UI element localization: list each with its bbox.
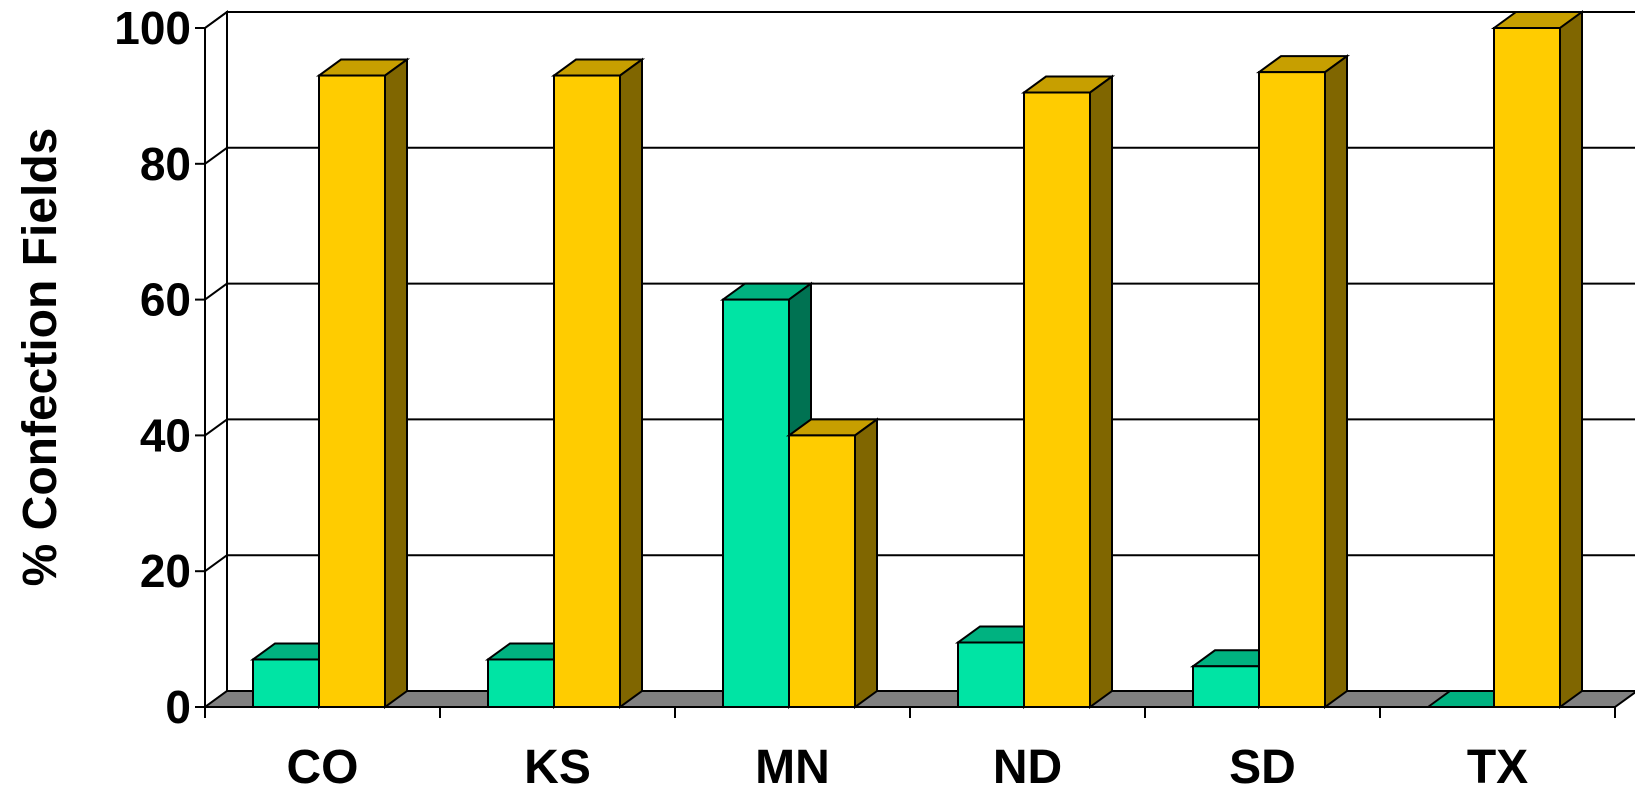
y-axis-title: % Confection Fields xyxy=(14,128,67,587)
axes xyxy=(195,27,1616,718)
x-tick-label-tx: TX xyxy=(1467,741,1528,789)
bar-mn-series-2 xyxy=(785,417,881,709)
chart-floor xyxy=(201,690,1635,708)
bar-front xyxy=(487,658,555,708)
bar-side xyxy=(619,57,643,709)
x-tick-label-co: CO xyxy=(287,741,359,789)
bar-front xyxy=(1023,91,1091,708)
chart-walls xyxy=(204,10,1635,709)
x-tick-label-ks: KS xyxy=(524,741,591,789)
bar-co-series-2 xyxy=(315,57,411,709)
bar-front xyxy=(1493,27,1561,708)
x-tick-labels: CO KS MN ND SD TX xyxy=(287,741,1529,789)
gridline-side xyxy=(204,282,228,301)
side-wall xyxy=(204,10,228,709)
x-tick-label-sd: SD xyxy=(1229,741,1296,789)
bar-ks-series-2 xyxy=(550,57,646,709)
x-tick-label-nd: ND xyxy=(993,741,1062,789)
gridline-side xyxy=(204,146,228,165)
y-tick-label: 60 xyxy=(140,274,191,326)
y-tick-labels: 0 20 40 60 80 100 xyxy=(114,2,191,733)
bar-front xyxy=(553,74,621,708)
bar-tx-series-2 xyxy=(1490,10,1586,709)
y-tick-label: 80 xyxy=(140,138,191,190)
bar-front xyxy=(252,658,320,708)
bar-front xyxy=(722,298,790,708)
x-tick-label-mn: MN xyxy=(755,741,830,789)
bar-side xyxy=(384,57,408,709)
bars xyxy=(249,10,1586,709)
bar-front xyxy=(788,434,856,708)
y-tick-label: 100 xyxy=(114,2,191,54)
y-tick-label: 0 xyxy=(165,681,191,733)
gridline-side xyxy=(204,418,228,437)
gridline-side xyxy=(204,11,228,29)
bar-side xyxy=(854,417,878,709)
bar-side xyxy=(1559,10,1583,709)
y-tick-label: 40 xyxy=(140,409,191,461)
bar-side xyxy=(1089,74,1113,709)
bar-side xyxy=(1324,54,1348,709)
bar-front xyxy=(1192,665,1260,709)
bar-mn-series-1 xyxy=(719,281,815,709)
floor xyxy=(201,690,1635,708)
bar-front xyxy=(318,74,386,708)
back-wall xyxy=(226,11,1635,692)
bar-front xyxy=(1258,71,1326,708)
y-tick-label: 20 xyxy=(140,545,191,597)
bar-front xyxy=(957,641,1025,708)
bar-sd-series-2 xyxy=(1255,54,1351,709)
bar-nd-series-2 xyxy=(1020,74,1116,709)
gridlines xyxy=(204,11,1635,573)
gridline-side xyxy=(204,554,228,573)
